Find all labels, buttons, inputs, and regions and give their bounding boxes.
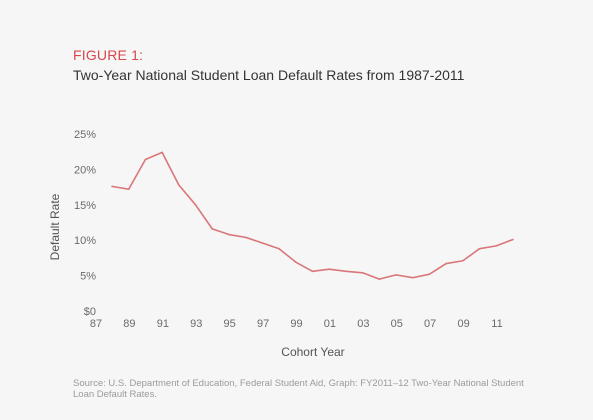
data-point xyxy=(428,273,431,275)
data-point xyxy=(495,245,498,247)
x-tick-label: 01 xyxy=(324,318,336,330)
x-tick-label: 99 xyxy=(290,318,302,330)
y-axis-ticks: $0 5% 10% 15% 20% 25% xyxy=(74,129,96,318)
x-tick-label: 89 xyxy=(123,318,135,330)
data-point xyxy=(161,151,163,154)
y-tick-label: $0 xyxy=(84,306,96,318)
x-tick-label: 93 xyxy=(190,318,202,330)
x-axis-title: Cohort Year xyxy=(281,345,344,359)
x-tick-label: 11 xyxy=(491,318,502,330)
data-point xyxy=(261,242,264,244)
data-point xyxy=(345,270,347,273)
x-axis-ticks: 87 89 91 93 95 97 99 01 03 05 07 09 11 xyxy=(90,318,503,330)
data-point xyxy=(278,247,280,250)
data-point xyxy=(228,233,230,236)
x-tick-label: 87 xyxy=(90,318,102,330)
x-tick-label: 05 xyxy=(391,318,403,330)
y-tick-label: 15% xyxy=(74,200,96,212)
series-line xyxy=(111,151,514,280)
source-note: Source: U.S. Department of Education, Fe… xyxy=(73,378,524,400)
data-point xyxy=(194,204,197,206)
y-tick-label: 10% xyxy=(74,235,96,247)
x-tick-label: 97 xyxy=(257,318,269,330)
x-tick-label: 03 xyxy=(357,318,369,330)
x-tick-label: 95 xyxy=(224,318,236,330)
y-axis-title: Default Rate xyxy=(48,193,62,260)
data-point xyxy=(395,274,397,276)
data-point xyxy=(512,238,514,241)
x-tick-label: 09 xyxy=(457,318,469,330)
chart-title: Two-Year National Student Loan Default R… xyxy=(73,67,465,83)
data-point xyxy=(445,262,447,265)
data-point xyxy=(127,188,130,191)
data-point xyxy=(411,276,414,279)
figure-label: FIGURE 1: xyxy=(73,47,144,63)
x-tick-label: 91 xyxy=(157,318,169,330)
data-point xyxy=(328,268,331,271)
y-tick-label: 20% xyxy=(74,164,96,176)
data-point xyxy=(244,236,247,239)
data-point xyxy=(178,184,180,186)
y-tick-label: 25% xyxy=(74,129,96,141)
data-point xyxy=(144,158,147,161)
data-point xyxy=(111,185,113,188)
data-point xyxy=(361,271,364,274)
data-point xyxy=(478,247,481,250)
series-group xyxy=(111,151,514,280)
data-point xyxy=(294,261,297,263)
x-tick-label: 07 xyxy=(424,318,436,330)
data-point xyxy=(378,278,381,280)
y-tick-label: 5% xyxy=(80,271,96,283)
data-point xyxy=(211,228,214,230)
data-point xyxy=(311,270,314,273)
data-point xyxy=(462,259,464,262)
